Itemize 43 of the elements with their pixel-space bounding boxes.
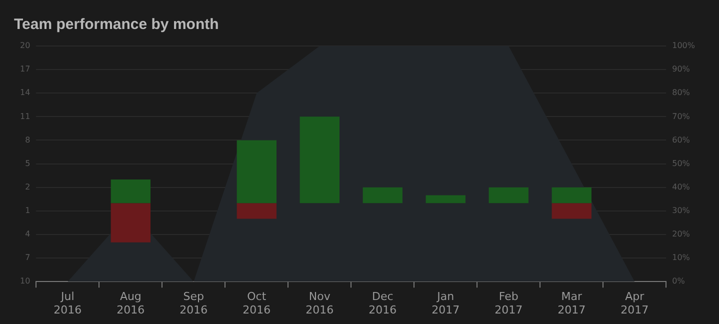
bar	[236, 203, 277, 219]
y2-tick-label: 20%	[672, 230, 690, 239]
x-tick-label: Feb 2017	[494, 290, 523, 316]
bar	[426, 195, 466, 204]
y2-tick-label: 100%	[672, 41, 696, 50]
x-tick-label: Mar 2017	[558, 290, 586, 316]
y-tick-label: 8	[25, 135, 30, 144]
y2-tick-label: 40%	[672, 182, 690, 192]
bar	[552, 203, 592, 219]
bar	[362, 187, 402, 204]
y2-tick-label: 50%	[672, 158, 690, 168]
y-tick-label: 2	[25, 182, 30, 192]
y2-tick-label: 0%	[672, 276, 686, 286]
x-tick-label: Jul 2016	[54, 290, 82, 316]
y2-tick-label: 90%	[672, 64, 690, 74]
y-tick-label: 17	[20, 64, 30, 74]
y-tick-label: 5	[25, 158, 30, 168]
y-tick-label: 4	[25, 230, 30, 239]
bar	[488, 187, 528, 204]
y2-tick-label: 80%	[672, 88, 690, 98]
bar	[300, 116, 340, 204]
x-tick-label: Jan 2017	[432, 290, 460, 316]
bar	[110, 180, 151, 204]
x-tick-label: Dec 2016	[368, 290, 397, 316]
x-tick-label: Aug 2016	[116, 290, 145, 316]
y2-tick-label: 30%	[672, 206, 690, 215]
x-tick-label: Sep 2016	[180, 290, 208, 316]
chart-title: Team performance by month	[14, 16, 219, 34]
y-tick-label: 1	[25, 206, 30, 215]
y-tick-label: 10	[20, 276, 30, 286]
y-tick-label: 7	[25, 253, 30, 262]
bar	[110, 203, 151, 242]
x-tick-label: Apr 2017	[620, 290, 649, 316]
bar	[236, 140, 277, 204]
y-tick-label: 11	[20, 112, 30, 121]
y-tick-label: 20	[20, 41, 30, 50]
x-tick-label: Oct 2016	[242, 290, 271, 316]
y2-tick-label: 70%	[672, 112, 690, 121]
y2-tick-label: 60%	[672, 135, 690, 144]
y-tick-label: 14	[20, 88, 30, 98]
x-tick-label: Nov 2016	[306, 290, 334, 316]
y2-tick-label: 10%	[672, 253, 690, 262]
bar	[552, 187, 592, 204]
